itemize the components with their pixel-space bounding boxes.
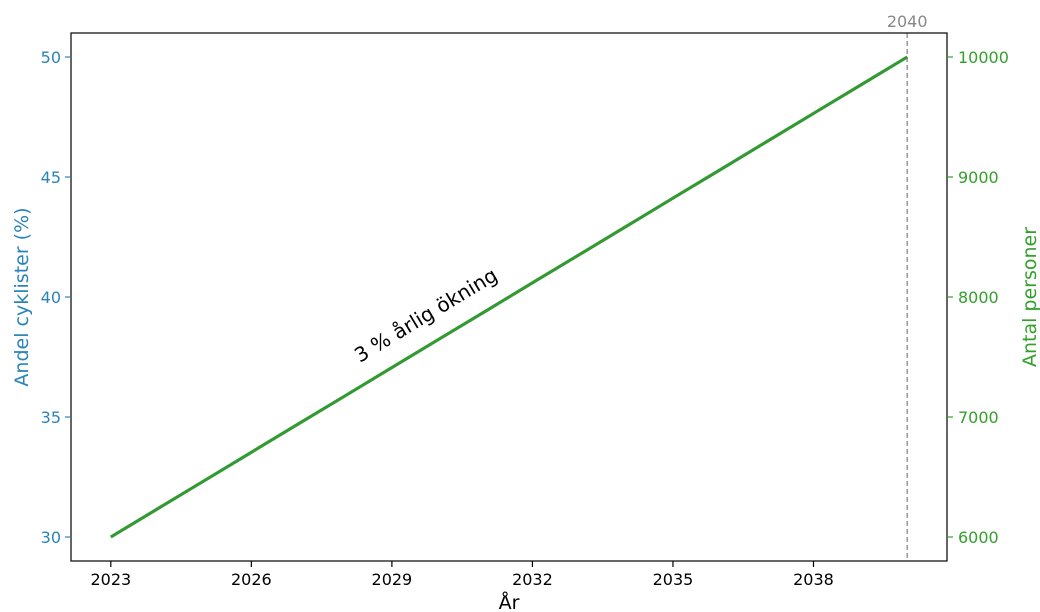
left-y-tick-label: 40 <box>41 288 61 307</box>
right-y-tick-label: 6000 <box>958 528 999 547</box>
right-y-tick-label: 9000 <box>958 168 999 187</box>
right-y-axis: 6000 7000 8000 9000 10000 <box>947 48 1009 547</box>
series-line-2 <box>110 55 908 539</box>
x-tick-label: 2026 <box>231 570 272 589</box>
x-tick-label: 2023 <box>90 570 131 589</box>
left-y-axis: 30 35 40 45 50 <box>41 48 71 547</box>
x-tick-label: 2035 <box>653 570 694 589</box>
left-y-tick-label: 30 <box>41 528 61 547</box>
x-axis-label: År <box>499 591 520 612</box>
right-y-tick-label: 8000 <box>958 288 999 307</box>
x-tick-label: 2032 <box>512 570 553 589</box>
left-y-axis-label: Andel cyklister (%) <box>11 207 33 386</box>
left-y-tick-label: 45 <box>41 168 61 187</box>
right-y-tick-label: 7000 <box>958 408 999 427</box>
right-y-tick-label: 10000 <box>958 48 1009 67</box>
x-axis: 2023 2026 2029 2032 2035 2038 <box>90 561 834 589</box>
right-y-axis-label: Antal personer <box>1019 227 1040 367</box>
x-tick-label: 2038 <box>793 570 834 589</box>
left-y-tick-label: 35 <box>41 408 61 427</box>
left-y-tick-label: 50 <box>41 48 61 67</box>
x-tick-label: 2029 <box>372 570 413 589</box>
vline-label: 2040 <box>887 12 928 31</box>
